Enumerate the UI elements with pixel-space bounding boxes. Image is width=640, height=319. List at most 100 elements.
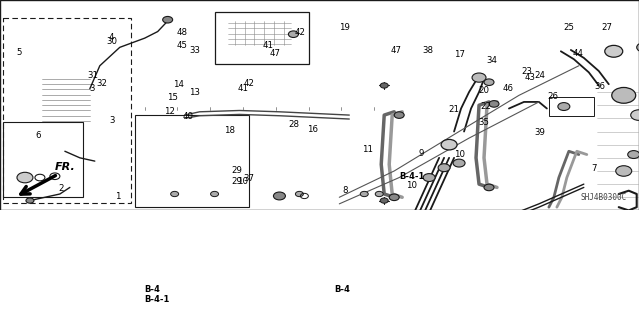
Text: B-4-1: B-4-1 bbox=[399, 172, 424, 181]
Circle shape bbox=[453, 159, 465, 167]
Circle shape bbox=[17, 172, 33, 183]
Circle shape bbox=[375, 191, 383, 197]
Circle shape bbox=[616, 166, 632, 176]
Text: 19: 19 bbox=[339, 23, 350, 32]
Text: 10: 10 bbox=[406, 181, 417, 190]
Circle shape bbox=[289, 293, 300, 299]
Text: 22: 22 bbox=[480, 102, 491, 111]
Circle shape bbox=[455, 238, 467, 246]
Circle shape bbox=[484, 79, 494, 85]
FancyBboxPatch shape bbox=[584, 76, 640, 214]
Ellipse shape bbox=[230, 312, 248, 319]
Circle shape bbox=[441, 139, 457, 150]
Bar bbox=[3, 122, 83, 197]
Text: 6: 6 bbox=[36, 131, 41, 140]
Circle shape bbox=[489, 100, 499, 107]
FancyBboxPatch shape bbox=[16, 126, 114, 174]
Circle shape bbox=[630, 110, 640, 120]
Text: 43: 43 bbox=[525, 73, 536, 82]
Text: 14: 14 bbox=[173, 80, 184, 89]
Text: 20: 20 bbox=[479, 86, 490, 95]
Circle shape bbox=[389, 194, 399, 201]
Circle shape bbox=[211, 191, 218, 197]
Text: 45: 45 bbox=[177, 41, 188, 49]
Text: SHJ4B0300C: SHJ4B0300C bbox=[581, 193, 627, 202]
Circle shape bbox=[484, 184, 494, 191]
Text: 48: 48 bbox=[177, 28, 188, 37]
Circle shape bbox=[356, 263, 366, 270]
Text: 18: 18 bbox=[225, 126, 236, 135]
Circle shape bbox=[612, 87, 636, 103]
Text: 32: 32 bbox=[97, 79, 108, 88]
Circle shape bbox=[309, 273, 319, 279]
Ellipse shape bbox=[255, 110, 294, 122]
Text: 7: 7 bbox=[591, 164, 596, 173]
Circle shape bbox=[163, 17, 173, 23]
Bar bbox=[549, 97, 594, 116]
Text: 21: 21 bbox=[448, 105, 459, 114]
Ellipse shape bbox=[38, 30, 82, 49]
Text: 47: 47 bbox=[390, 46, 401, 55]
Circle shape bbox=[218, 295, 230, 303]
Circle shape bbox=[289, 31, 298, 38]
Text: 34: 34 bbox=[486, 56, 497, 65]
FancyBboxPatch shape bbox=[127, 97, 397, 203]
Text: 29: 29 bbox=[231, 167, 242, 175]
Text: 2: 2 bbox=[58, 184, 63, 193]
Text: FR.: FR. bbox=[55, 162, 76, 172]
Text: 3: 3 bbox=[90, 84, 95, 93]
Circle shape bbox=[380, 198, 388, 203]
Text: 9: 9 bbox=[419, 149, 424, 158]
Ellipse shape bbox=[175, 112, 264, 151]
Ellipse shape bbox=[42, 49, 78, 63]
Text: 10: 10 bbox=[454, 150, 465, 159]
Text: 41: 41 bbox=[263, 41, 274, 49]
Bar bbox=[3, 19, 131, 203]
Text: 15: 15 bbox=[167, 93, 178, 102]
Ellipse shape bbox=[284, 112, 374, 151]
Ellipse shape bbox=[163, 161, 193, 174]
Text: 25: 25 bbox=[563, 23, 574, 32]
Bar bbox=[214, 12, 309, 64]
Text: 26: 26 bbox=[547, 92, 558, 101]
Circle shape bbox=[380, 83, 388, 88]
Circle shape bbox=[438, 164, 450, 172]
Text: 4: 4 bbox=[109, 33, 115, 42]
Bar bbox=[449, 229, 539, 255]
Text: 12: 12 bbox=[164, 107, 175, 116]
FancyBboxPatch shape bbox=[223, 17, 296, 49]
Text: 42: 42 bbox=[294, 28, 306, 37]
Text: 30: 30 bbox=[106, 37, 117, 47]
Text: 40: 40 bbox=[183, 112, 194, 121]
FancyBboxPatch shape bbox=[35, 70, 96, 127]
Circle shape bbox=[558, 103, 570, 110]
Text: 39: 39 bbox=[534, 128, 545, 137]
Text: 8: 8 bbox=[342, 186, 348, 196]
Text: 29: 29 bbox=[231, 177, 242, 186]
Text: 37: 37 bbox=[244, 174, 255, 183]
Text: 41: 41 bbox=[237, 84, 248, 93]
Text: B-4-1: B-4-1 bbox=[145, 295, 170, 304]
Circle shape bbox=[394, 112, 404, 118]
Text: 1: 1 bbox=[115, 192, 121, 201]
Text: B-4: B-4 bbox=[334, 285, 350, 294]
Circle shape bbox=[273, 192, 285, 200]
Bar bbox=[135, 115, 250, 207]
Text: 33: 33 bbox=[189, 46, 200, 55]
Text: 10: 10 bbox=[237, 177, 248, 186]
Text: 3: 3 bbox=[109, 116, 115, 125]
Circle shape bbox=[300, 283, 309, 289]
Circle shape bbox=[280, 306, 289, 312]
Text: 47: 47 bbox=[269, 49, 280, 58]
Text: 11: 11 bbox=[362, 145, 372, 154]
Text: 36: 36 bbox=[595, 82, 606, 91]
Circle shape bbox=[423, 174, 435, 182]
Text: 23: 23 bbox=[522, 67, 532, 76]
Circle shape bbox=[628, 151, 640, 159]
Text: 13: 13 bbox=[189, 88, 200, 97]
Text: 5: 5 bbox=[17, 48, 22, 57]
Circle shape bbox=[171, 191, 179, 197]
Circle shape bbox=[637, 43, 640, 52]
Text: 24: 24 bbox=[534, 71, 545, 80]
Ellipse shape bbox=[161, 137, 195, 152]
